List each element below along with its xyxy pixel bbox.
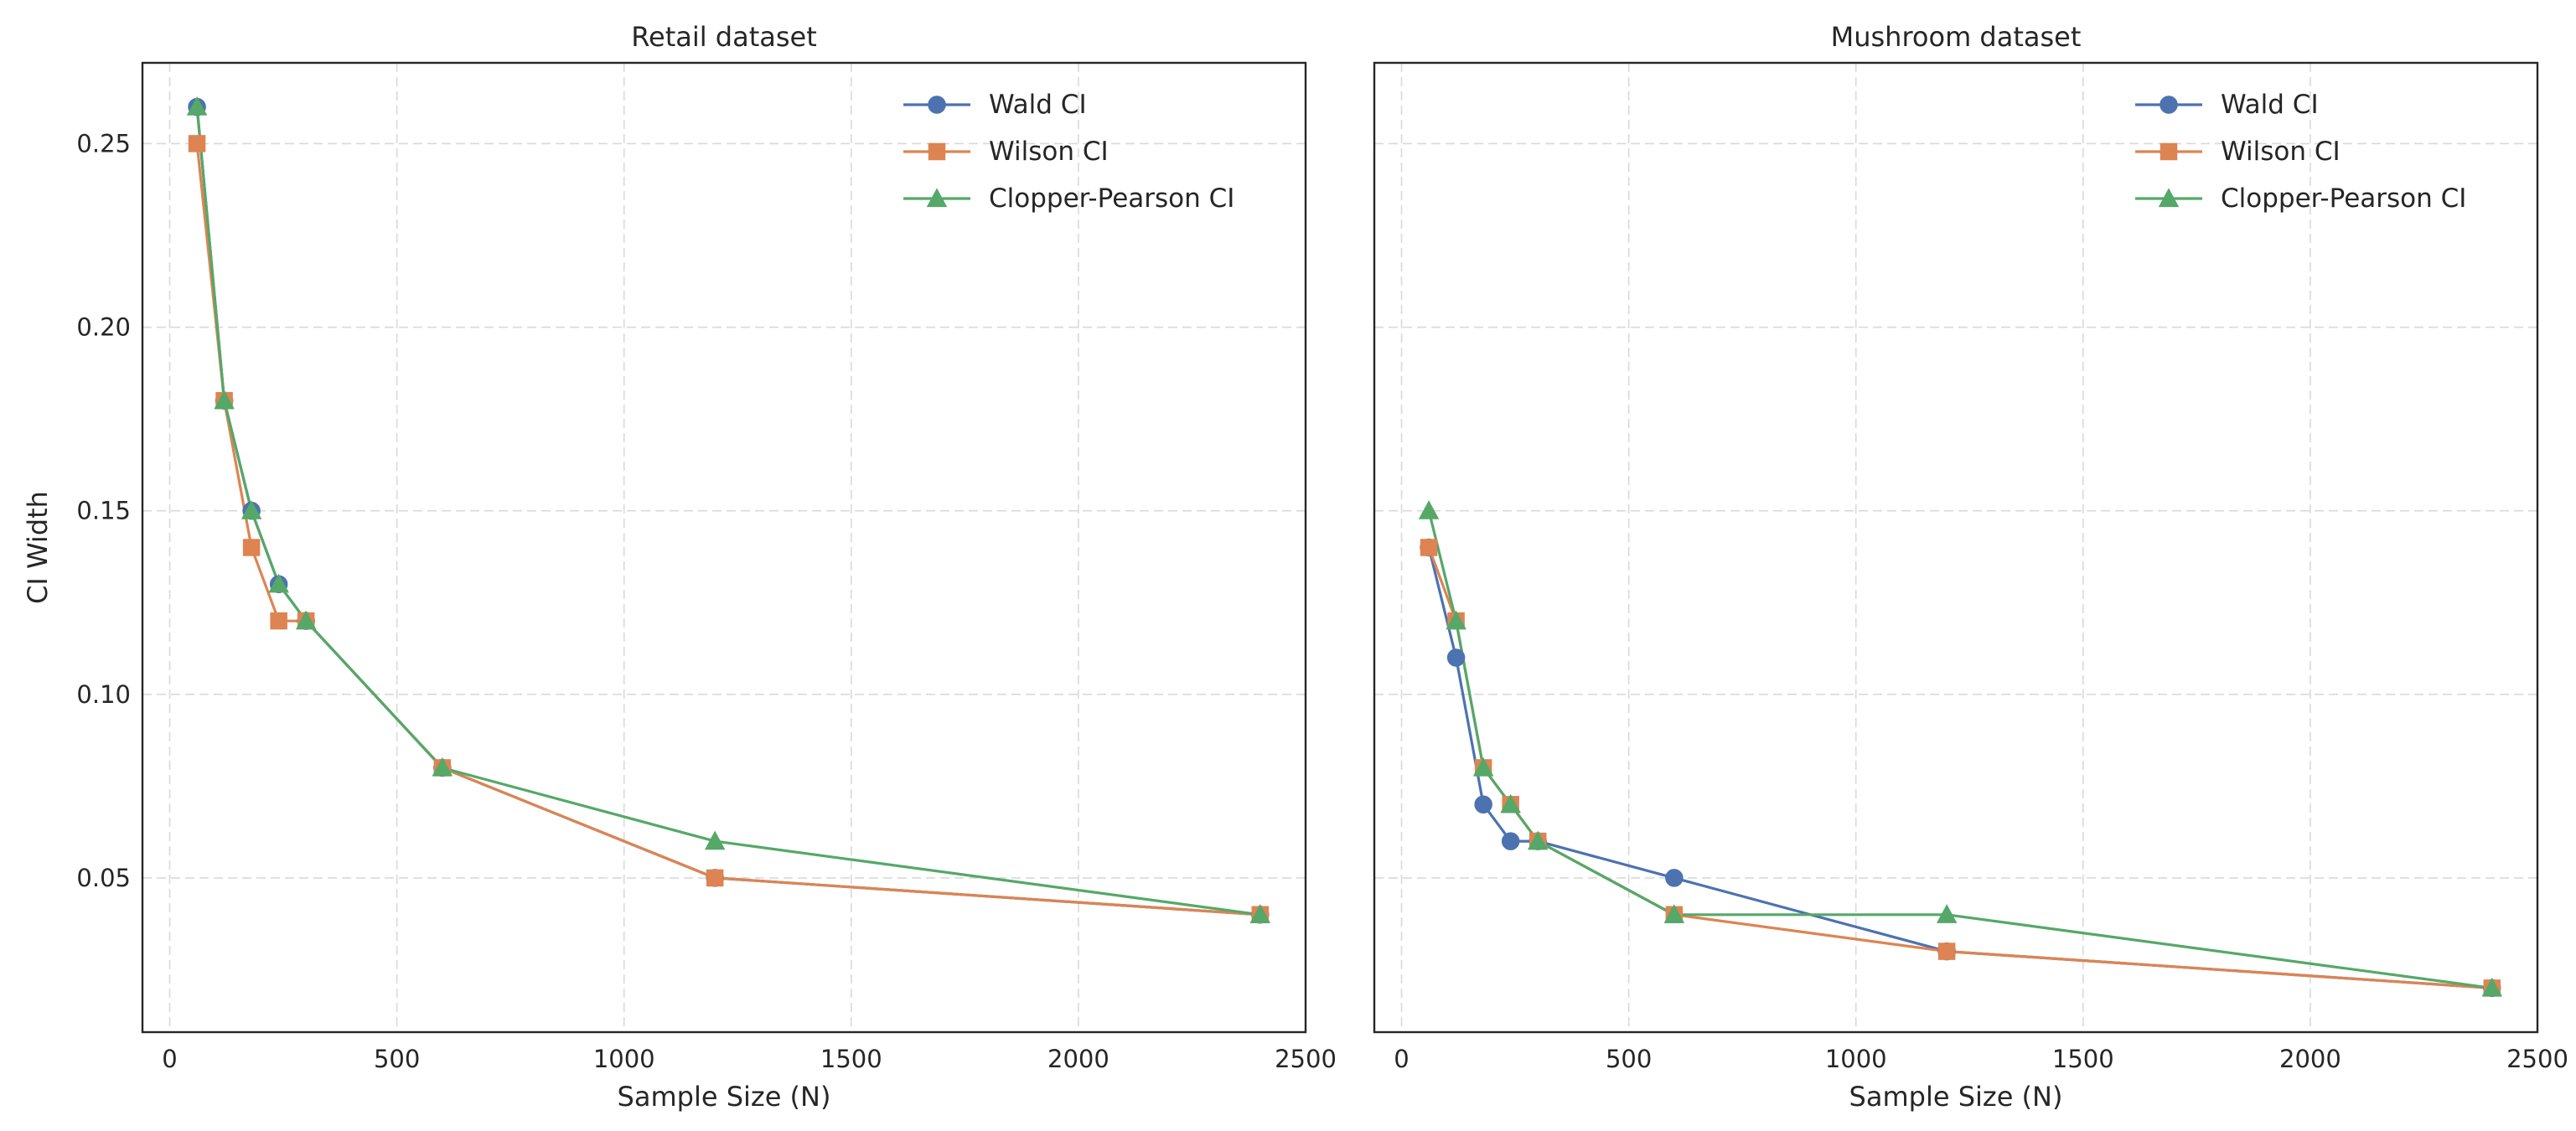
mushroom-wald-ci-point bbox=[1665, 869, 1684, 887]
retail-x-tick-label: 1500 bbox=[820, 1045, 882, 1073]
mushroom-x-tick-label: 1500 bbox=[2052, 1045, 2114, 1073]
mushroom-chart-panel: 0 500 1000 1500 2000 2500 Mushroom dataset Samp… bbox=[1373, 21, 2568, 1113]
mushroom-legend-wilson-ci-label: Wilson CI bbox=[2221, 137, 2341, 167]
retail-wilson-ci-line bbox=[195, 143, 1260, 917]
mushroom-legend-clopper-pearson-ci-marker bbox=[2158, 188, 2180, 208]
retail-clopper-pearson-ci-point bbox=[268, 573, 289, 593]
retail-clopper-pearson-ci-point bbox=[295, 610, 317, 630]
mushroom-clopper-pearson-ci-point bbox=[2481, 977, 2503, 997]
mushroom-wald-ci-point bbox=[1446, 648, 1466, 667]
retail-x-tick-label: 1000 bbox=[593, 1045, 655, 1073]
mushroom-clopper-pearson-ci-point bbox=[1446, 610, 1466, 630]
mushroom-x-tick-label: 2500 bbox=[2506, 1045, 2568, 1073]
mushroom-wilson-ci-point bbox=[1937, 942, 1956, 960]
mushroom-legend-wald-ci-marker bbox=[2160, 96, 2178, 114]
mushroom-clopper-pearson-ci-line bbox=[1427, 510, 2493, 989]
retail-axes-frame bbox=[141, 61, 1307, 1034]
mushroom-clopper-pearson-ci-point bbox=[1472, 757, 1494, 777]
mushroom-wald-ci-line bbox=[1427, 547, 2492, 989]
retail-clopper-pearson-ci-point bbox=[432, 757, 453, 777]
retail-wilson-ci-point bbox=[188, 135, 206, 152]
retail-wilson-ci-point bbox=[706, 869, 724, 887]
mushroom-clopper-pearson-ci-point bbox=[1500, 793, 1521, 813]
mushroom-axes-frame bbox=[1373, 61, 2539, 1034]
retail-clopper-pearson-ci-line bbox=[195, 106, 1261, 917]
retail-clopper-pearson-ci-point bbox=[214, 390, 235, 410]
retail-legend-wald-ci-marker bbox=[928, 96, 946, 114]
mushroom-wilson-ci-point bbox=[1420, 539, 1438, 556]
mushroom-wald-ci-point bbox=[1474, 795, 1492, 814]
retail-y-axis-label: CI Width bbox=[22, 491, 54, 604]
retail-y-tick-label: 0.05 bbox=[76, 864, 131, 892]
mushroom-clopper-pearson-ci-point bbox=[1663, 904, 1685, 923]
mushroom-x-tick-label: 2000 bbox=[2279, 1045, 2341, 1073]
mushroom-x-tick-label: 1000 bbox=[1825, 1045, 1887, 1073]
mushroom-chart-title: Mushroom dataset bbox=[1831, 21, 2082, 53]
retail-clopper-pearson-ci-point bbox=[241, 500, 262, 519]
mushroom-legend-clopper-pearson-ci-label: Clopper-Pearson CI bbox=[2221, 183, 2466, 214]
retail-legend-wald-ci-label: Wald CI bbox=[989, 90, 1087, 120]
mushroom-clopper-pearson-ci-point bbox=[1418, 500, 1440, 519]
retail-clopper-pearson-ci-point bbox=[1249, 904, 1271, 923]
retail-x-tick-label: 500 bbox=[374, 1045, 420, 1073]
retail-wilson-ci-point bbox=[270, 612, 287, 630]
retail-y-tick-label: 0.25 bbox=[76, 129, 131, 158]
retail-plot-area bbox=[142, 63, 1306, 1032]
retail-legend-wilson-ci-label: Wilson CI bbox=[989, 137, 1109, 167]
retail-legend: Wald CI Wilson CI Clopper-Pearson CI bbox=[903, 90, 1234, 214]
mushroom-x-tick-label: 0 bbox=[1394, 1045, 1409, 1073]
retail-x-axis-label: Sample Size (N) bbox=[618, 1081, 831, 1113]
mushroom-legend-wilson-ci-marker bbox=[2160, 142, 2178, 161]
retail-y-tick-label: 0.15 bbox=[76, 497, 131, 525]
retail-x-tick-label: 0 bbox=[162, 1045, 177, 1073]
retail-y-tick-label: 0.20 bbox=[76, 313, 131, 342]
mushroom-x-axis-label: Sample Size (N) bbox=[1849, 1081, 2063, 1113]
retail-chart-title: Retail dataset bbox=[631, 21, 817, 53]
retail-legend-clopper-pearson-ci-label: Clopper-Pearson CI bbox=[989, 183, 1234, 214]
mushroom-clopper-pearson-ci-point bbox=[1527, 830, 1549, 850]
retail-wilson-ci-point bbox=[242, 539, 261, 556]
retail-legend-clopper-pearson-ci-marker bbox=[926, 188, 948, 208]
retail-x-tick-label: 2000 bbox=[1047, 1045, 1110, 1073]
retail-clopper-pearson-ci-point bbox=[186, 96, 208, 116]
mushroom-legend-wald-ci-label: Wald CI bbox=[2221, 90, 2319, 120]
retail-x-tick-label: 2500 bbox=[1275, 1045, 1337, 1073]
retail-y-tick-label: 0.10 bbox=[76, 680, 131, 709]
mushroom-x-tick-label: 500 bbox=[1606, 1045, 1652, 1073]
retail-clopper-pearson-ci-point bbox=[704, 830, 726, 850]
mushroom-plot-area bbox=[1374, 63, 2537, 1032]
retail-legend-wilson-ci-marker bbox=[928, 142, 946, 161]
retail-chart-panel: 0 500 1000 1500 2000 2500 0.05 0.10 0.15 0.20 0.25… bbox=[22, 21, 1337, 1113]
mushroom-wald-ci-point bbox=[1501, 832, 1520, 850]
mushroom-clopper-pearson-ci-point bbox=[1936, 904, 1958, 923]
mushroom-legend: Wald CI Wilson CI Clopper-Pearson CI bbox=[2135, 90, 2466, 214]
